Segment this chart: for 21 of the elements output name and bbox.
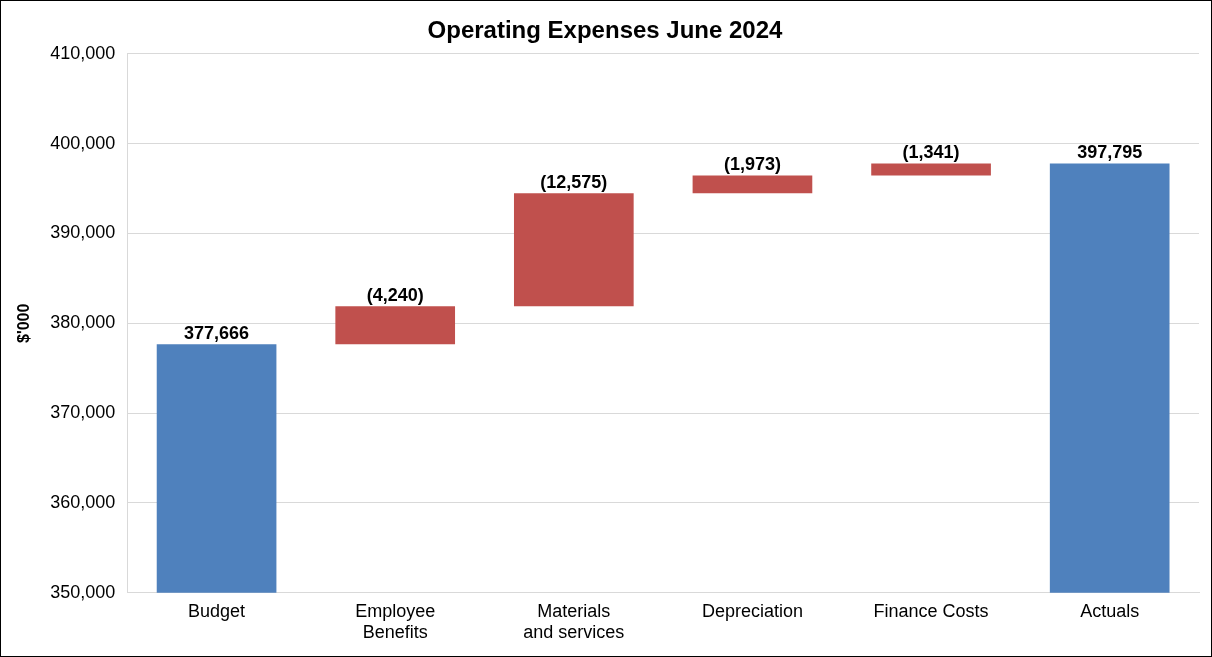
chart-title: Operating Expenses June 2024 <box>427 16 784 44</box>
y-axis-title: $'000 <box>15 303 33 343</box>
y-tick-label: 350,000 <box>50 581 116 602</box>
y-tick-label: 410,000 <box>50 42 116 63</box>
data-label: (1,341) <box>902 142 960 163</box>
x-tick-label: Employee Benefits <box>355 600 436 643</box>
data-label: (1,973) <box>723 154 781 175</box>
data-label: (12,575) <box>540 172 608 193</box>
data-label: 377,666 <box>184 323 250 344</box>
x-tick-label: Budget <box>188 600 246 621</box>
data-label: (4,240) <box>366 285 424 306</box>
x-tick-label: Materials and services <box>523 600 625 643</box>
y-tick-label: 380,000 <box>50 312 116 333</box>
y-tick-label: 360,000 <box>50 491 116 512</box>
x-tick-label: Finance Costs <box>873 600 989 621</box>
x-tick-label: Actuals <box>1080 600 1140 621</box>
y-tick-label: 400,000 <box>50 132 116 153</box>
y-tick-label: 370,000 <box>50 402 116 423</box>
x-tick-label: Depreciation <box>701 600 803 621</box>
y-tick-label: 390,000 <box>50 222 116 243</box>
data-label: 397,795 <box>1077 142 1143 163</box>
